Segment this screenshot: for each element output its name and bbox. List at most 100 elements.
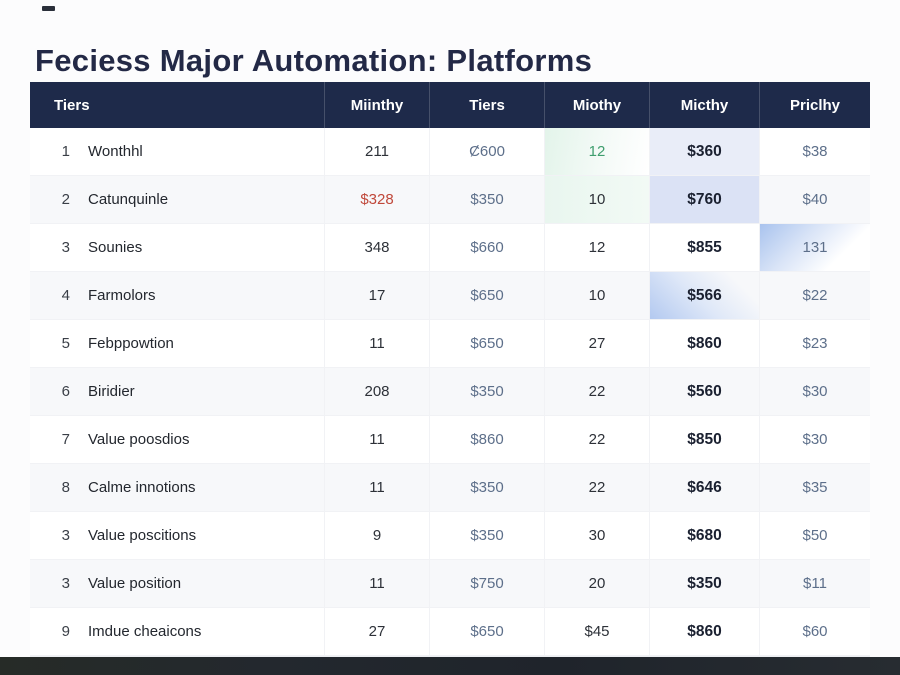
table-row: 4 Farmolors 17 $650 10 $566 $22 [30,272,870,320]
value-cell: $650 [430,272,545,319]
value-cell: $850 [650,416,760,463]
value-cell: $11 [803,575,827,592]
value-cell: 22 [545,464,650,511]
tier-cell: 7 Value poosdios [30,416,325,463]
value-cell: $60 [802,623,828,640]
header-cell-tiers: Tiers [30,82,325,128]
value-cell: $750 [430,560,545,607]
value-cell: 9 [325,512,430,559]
value-cell: $22 [802,287,828,304]
header-cell-micthy: Micthy [650,82,760,128]
value-cell: $328 [325,176,430,223]
value-cell: $45 [545,608,650,655]
value-cell: $650 [430,320,545,367]
tier-cell: 3 Sounies [30,224,325,271]
header-cell-tiers-2: Tiers [430,82,545,128]
tier-name: Catunquinle [88,191,169,208]
table-row: 3 Value poscitions 9 $350 30 $680 $50 [30,512,870,560]
value-cell: 30 [545,512,650,559]
value-cell: 10 [545,272,650,319]
tier-name: Imdue cheaicons [88,623,202,640]
data-table: Tiers Miinthy Tiers Miothy Micthy Priclh… [30,82,870,657]
tier-cell: 4 Farmolors [30,272,325,319]
tier-cell: 8 Calme innotions [30,464,325,511]
tier-name: Calme innotions [88,479,196,496]
value-cell: $650 [430,608,545,655]
value-cell: Ȼ600 [430,128,545,175]
value-cell: $30 [802,383,828,400]
tier-cell: 6 Biridier [30,368,325,415]
value-cell: $23 [802,335,828,352]
value-cell: 131 [760,224,870,271]
value-cell: $38 [802,143,828,160]
value-cell: $350 [650,560,760,607]
row-number: 3 [61,527,70,544]
table-row: 3 Value position 11 $750 20 $350 $11 [30,560,870,608]
table-row: 9 Imdue cheaicons 27 $650 $45 $860 $60 [30,608,870,656]
row-number: 9 [61,623,70,640]
table-row: 7 Value poosdios 11 $860 22 $850 $30 [30,416,870,464]
decorative-tick [42,6,55,11]
tier-name: Biridier [88,383,135,400]
value-cell: $50 [802,527,828,544]
value-cell: 11 [325,416,430,463]
value-cell: $680 [650,512,760,559]
tier-name: Value poosdios [88,431,190,448]
value-cell: 22 [545,416,650,463]
value-cell: 348 [325,224,430,271]
header-cell-miothy: Miothy [545,82,650,128]
table-header: Tiers Miinthy Tiers Miothy Micthy Priclh… [30,82,870,128]
value-cell: 10 [545,176,650,223]
value-cell: 27 [545,320,650,367]
page-title: Feciess Major Automation: Platforms [35,42,593,78]
tier-cell: 5 Febppowtion [30,320,325,367]
value-cell: $760 [650,176,760,223]
value-cell: $30 [802,431,828,448]
tier-cell: 2 Catunquinle [30,176,325,223]
value-cell: $566 [650,272,760,319]
tier-cell: 3 Value position [30,560,325,607]
value-cell: 17 [325,272,430,319]
table-row: 6 Biridier 208 $350 22 $560 $30 [30,368,870,416]
tier-cell: 9 Imdue cheaicons [30,608,325,655]
value-cell: 11 [325,560,430,607]
value-cell: $40 [802,191,828,208]
value-cell: 211 [325,128,430,175]
row-number: 7 [61,431,70,448]
value-cell: $350 [430,368,545,415]
value-cell: $35 [802,479,828,496]
value-cell: 12 [545,128,650,175]
value-cell: $855 [650,224,760,271]
value-cell: $560 [650,368,760,415]
table-row: 2 Catunquinle $328 $350 10 $760 $40 [30,176,870,224]
row-number: 3 [61,239,70,256]
value-cell: $350 [430,464,545,511]
table-row: 1 Wonthhl 211 Ȼ600 12 $360 $38 [30,128,870,176]
tier-name: Farmolors [88,287,156,304]
value-cell: $350 [430,512,545,559]
value-cell: $360 [650,128,760,175]
row-number: 4 [61,287,70,304]
value-cell: $860 [650,608,760,655]
value-cell: 11 [325,464,430,511]
table-body: 1 Wonthhl 211 Ȼ600 12 $360 $38 2 Catunqu… [30,128,870,657]
value-cell: 12 [545,224,650,271]
value-cell: $646 [650,464,760,511]
tier-name: Wonthhl [88,143,143,160]
value-cell: $860 [430,416,545,463]
row-number: 3 [61,575,70,592]
header-cell-priclhy: Priclhy [789,96,841,114]
row-number: 2 [61,191,70,208]
tier-name: Value position [88,575,182,592]
table-row: 3 Sounies 348 $660 12 $855 131 [30,224,870,272]
value-cell: 20 [545,560,650,607]
tier-cell: 3 Value poscitions [30,512,325,559]
tier-name: Value poscitions [88,527,197,544]
value-cell: $660 [430,224,545,271]
value-cell: 11 [325,320,430,367]
value-cell: 208 [325,368,430,415]
row-number: 6 [61,383,70,400]
row-number: 8 [61,479,70,496]
header-cell-miinthy: Miinthy [325,82,430,128]
tier-name: Febppowtion [88,335,174,352]
